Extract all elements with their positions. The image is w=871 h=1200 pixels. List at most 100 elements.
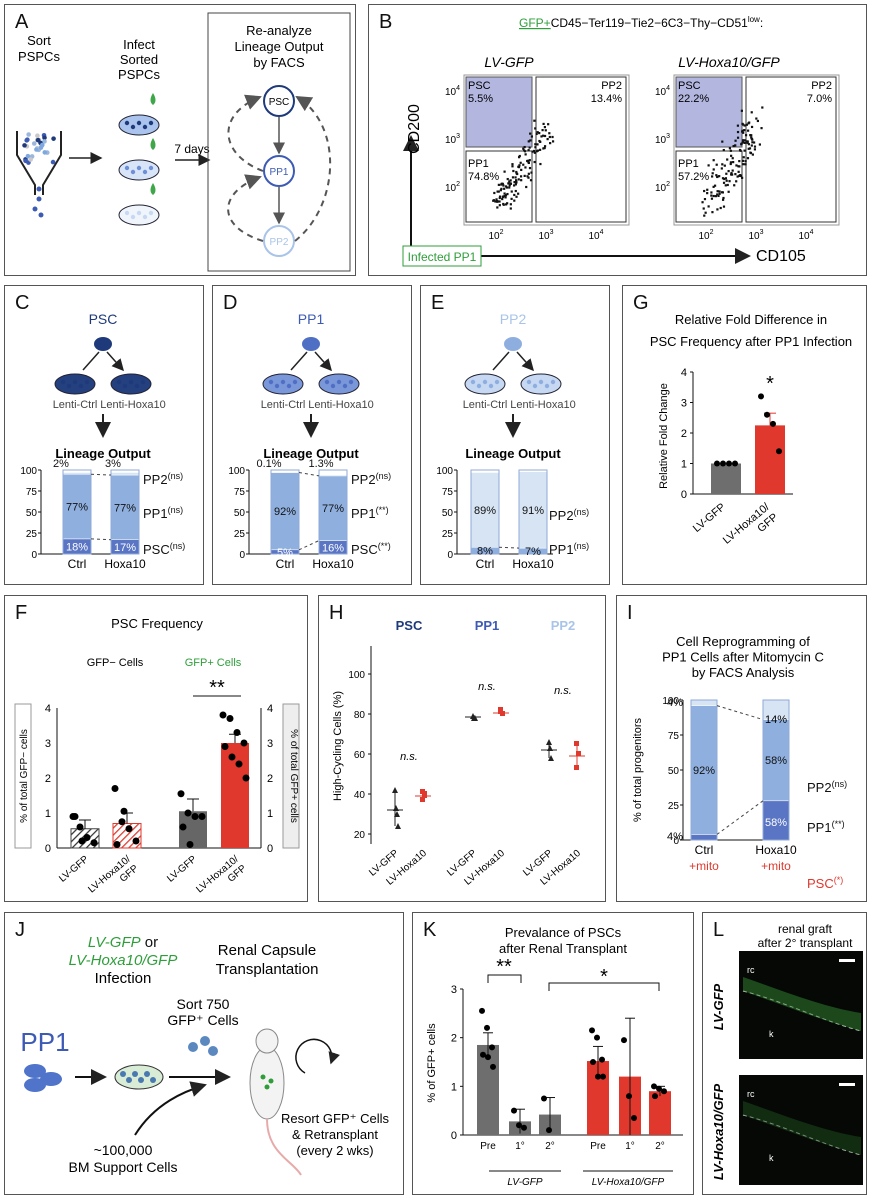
row-label: LV-GFP [711, 983, 726, 1030]
x-tick-label: Ctrl [476, 557, 495, 571]
data-point [83, 834, 91, 841]
significance-label: PSC(*) [807, 875, 843, 891]
lineage-title: Lineage Output [55, 446, 151, 461]
mouse-icon [249, 1046, 285, 1120]
y-tick-label: 40 [354, 790, 366, 801]
facs-event [536, 143, 539, 146]
bar-segment-pp2 [318, 474, 348, 477]
panel-e: E PP2 Lenti-Ctrl Lenti-Hoxa10 Lineage Outpu… [420, 285, 610, 585]
y-tick-label: 0 [673, 836, 679, 847]
facs-event [760, 127, 763, 130]
facs-event [506, 192, 509, 196]
data-point [228, 753, 236, 761]
bar-frame [270, 469, 300, 555]
x-tick-label: 102 [698, 229, 713, 242]
facs-event [517, 156, 521, 159]
x-tick-label: 104 [588, 229, 603, 242]
bar-frame [110, 469, 140, 555]
significance-label: PP2(ns) [549, 507, 589, 523]
cell-dot [148, 165, 154, 171]
data-point [547, 745, 553, 751]
y-tick-label: 103 [655, 133, 670, 146]
y-axis-label: % of GFP+ cells [426, 1023, 438, 1103]
facs-event [533, 151, 536, 154]
cell-dot [78, 383, 84, 389]
data-point [485, 1054, 491, 1061]
data-point [576, 751, 581, 756]
data-label: 92% [274, 506, 296, 518]
data-point [113, 841, 121, 848]
facs-event [528, 146, 531, 149]
cell-dot [36, 196, 42, 202]
data-point [242, 774, 250, 782]
cell-dot [39, 142, 45, 148]
facs-event [508, 180, 511, 183]
facs-event [720, 167, 723, 170]
y-tick-label: 102 [655, 181, 670, 194]
rc-label: rc [747, 1089, 755, 1099]
pp2-gate [535, 76, 627, 223]
ctrl-label: Lenti-Ctrl [463, 399, 508, 411]
facs-event [736, 130, 740, 134]
facs-event [751, 153, 754, 156]
facs-event [531, 150, 534, 153]
x-tick-label: LV-GFP [165, 854, 199, 885]
y-tick-label: 100 [228, 466, 245, 477]
facs-event [738, 174, 741, 177]
significance-label: PP2(ns) [807, 779, 847, 795]
facs-event [717, 194, 720, 198]
scale-bar [839, 959, 855, 962]
panel-title: Prevalance of PSCs after Renal Transplant [499, 925, 627, 956]
facs-event [542, 122, 545, 126]
arrow [290, 351, 331, 370]
x-tick-label: Hoxa10 [755, 843, 797, 857]
data-point [394, 811, 400, 817]
y-tick-label: 100 [20, 466, 37, 477]
panel-l: L renal graft after 2° transplant rc k LV-GF… [702, 912, 867, 1195]
cell-dot [150, 1077, 156, 1083]
data-label: 14% [765, 714, 787, 726]
cell-icon [188, 1042, 198, 1052]
dashed-connector [298, 540, 320, 551]
cell-dot [280, 379, 286, 385]
facs-event [730, 172, 733, 175]
pp1-gate [465, 150, 533, 223]
facs-event [747, 147, 750, 150]
panel-title: renal graft after 2° transplant [758, 922, 854, 950]
bar-segment-pp1 [762, 719, 790, 802]
facs-event [737, 165, 740, 168]
facs-event [543, 146, 546, 150]
cell-dot [142, 214, 148, 220]
dashed-connector [298, 472, 320, 477]
dashed-arrow [294, 95, 332, 242]
cell-dot [26, 132, 31, 137]
bar-frame [318, 469, 348, 555]
data-label: 92% [693, 765, 715, 777]
facs-event [748, 121, 751, 124]
cell-dot [35, 133, 40, 139]
repeat-arrow [295, 1038, 340, 1074]
facs-event [743, 129, 746, 132]
panel-label: G [633, 292, 649, 314]
psc-gate [675, 76, 743, 148]
cell-dot [348, 379, 354, 385]
x-tick-label: Pre [590, 1141, 606, 1152]
plot-frame [463, 74, 630, 226]
facs-event [524, 153, 527, 156]
facs-event [493, 191, 496, 195]
pp1-gate-label: PP1 57.2% [678, 158, 709, 183]
facs-event [740, 142, 743, 145]
cell-dot [526, 379, 532, 385]
plot-title-gfp: LV-GFP [484, 54, 534, 70]
bar-segment-pp1 [110, 474, 140, 540]
panel-d: D PP1 Lenti-Ctrl Lenti-Hoxa10 Lineage Outpu… [212, 285, 412, 585]
facs-event [527, 161, 530, 165]
bar-segment-pp1 [62, 473, 92, 540]
facs-event [503, 170, 506, 173]
facs-event [703, 214, 706, 217]
x-tick-label: LV-GFP [691, 501, 728, 535]
y-tick-label: 0 [447, 550, 453, 561]
facs-event [725, 172, 728, 175]
y-tick-label: 50 [26, 508, 38, 519]
panel-k-chart: Prevalance of PSCs after Renal Transplant… [426, 925, 683, 1188]
